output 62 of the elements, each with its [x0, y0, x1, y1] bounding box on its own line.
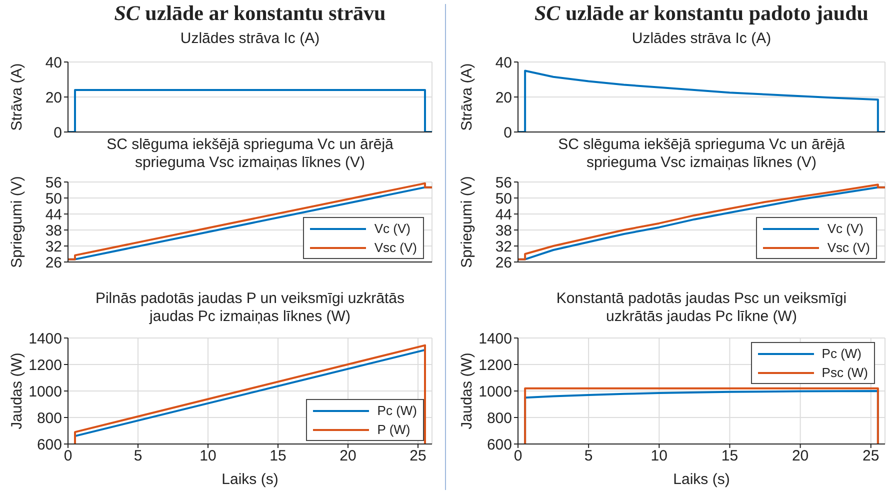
x-axis-title: Laiks (s)	[673, 471, 730, 488]
y-tick-label: 20	[45, 89, 62, 106]
x-tick-label: 10	[200, 448, 216, 465]
chart-title: SC uzlāde ar konstantu padoto jaudu	[534, 1, 870, 25]
y-tick-label: 40	[45, 54, 62, 72]
x-axis-title: Laiks (s)	[222, 471, 278, 488]
y-tick-label: 32	[45, 238, 62, 256]
y-tick-label: 56	[495, 174, 512, 192]
y-tick-label: 0	[504, 124, 512, 142]
x-tick-label: 25	[862, 448, 880, 465]
legend-label: Pc (W)	[822, 346, 862, 361]
y-tick-label: 50	[45, 190, 62, 208]
chart-title: SC uzlāde ar konstantu strāvu	[113, 1, 387, 25]
x-tick-label: 10	[650, 448, 668, 465]
y-tick-label: 1200	[28, 356, 62, 374]
y-tick-label: 26	[45, 254, 62, 272]
y-tick-label: 32	[495, 238, 512, 256]
legend-label: Pc (W)	[377, 403, 417, 418]
y-tick-label: 1200	[478, 356, 512, 374]
legend-label: Psc (W)	[822, 365, 868, 380]
y-tick-label: 1400	[28, 330, 62, 348]
y-tick-label: 44	[495, 206, 512, 224]
chart-title: Pilnās padotās jaudas P un veiksmīgi uzkrātās jaudas Pc izmaiņas līknes (W)	[94, 290, 406, 326]
y-tick-label: 20	[495, 89, 512, 106]
y-tick-label: 40	[495, 54, 512, 72]
y-tick-label: 56	[45, 174, 62, 192]
y-tick-label: 0	[54, 124, 62, 142]
legend-label: Vsc (V)	[827, 240, 870, 255]
x-tick-label: 20	[340, 448, 356, 465]
chart-title: Konstantā padotās jaudas Psc un veiksmīgi uzkrātās jaudas Pc līkne (W)	[555, 290, 848, 326]
x-tick-label: 15	[721, 448, 738, 465]
legend-label: Vc (V)	[827, 221, 864, 236]
x-tick-label: 25	[410, 448, 426, 465]
chart-title: SC slēguma iekšējā sprieguma Vc un ārējā sprieguma Vsc izmaiņas līknes (V)	[557, 136, 846, 172]
y-tick-label: 1000	[28, 383, 62, 400]
y-axis-title: Spriegumi (V)	[458, 176, 476, 268]
y-tick-label: 1400	[478, 330, 512, 348]
x-tick-label: 20	[792, 448, 809, 465]
chart-title: SC slēguma iekšējā sprieguma Vc un ārējā sprieguma Vsc izmaiņas līknes (V)	[106, 136, 394, 172]
y-tick-label: 1000	[478, 383, 512, 400]
legend-label: Vc (V)	[374, 221, 410, 236]
chart-subtitle: Uzlādes strāva Ic (A)	[179, 30, 321, 48]
y-axis-title: Strāva (A)	[458, 63, 476, 131]
y-tick-label: 38	[495, 222, 512, 240]
y-tick-label: 800	[486, 410, 512, 427]
y-tick-label: 26	[495, 254, 512, 272]
y-tick-label: 50	[495, 190, 512, 208]
y-axis-title: Jaudas (W)	[8, 352, 26, 430]
chart-subtitle: Uzlādes strāva Ic (A)	[630, 30, 772, 48]
legend-label: Vsc (V)	[374, 240, 417, 255]
y-axis-title: Strāva (A)	[8, 63, 26, 131]
y-axis-title: Spriegumi (V)	[8, 176, 26, 268]
x-tick-label: 5	[584, 448, 593, 465]
y-tick-label: 600	[36, 436, 62, 454]
y-tick-label: 600	[486, 436, 512, 454]
y-tick-label: 44	[45, 206, 62, 224]
x-tick-label: 5	[134, 448, 142, 465]
x-tick-label: 15	[270, 448, 286, 465]
y-axis-title: Jaudas (W)	[458, 352, 476, 430]
y-tick-label: 38	[45, 222, 62, 240]
legend-label: P (W)	[377, 422, 410, 437]
y-tick-label: 800	[36, 410, 62, 427]
